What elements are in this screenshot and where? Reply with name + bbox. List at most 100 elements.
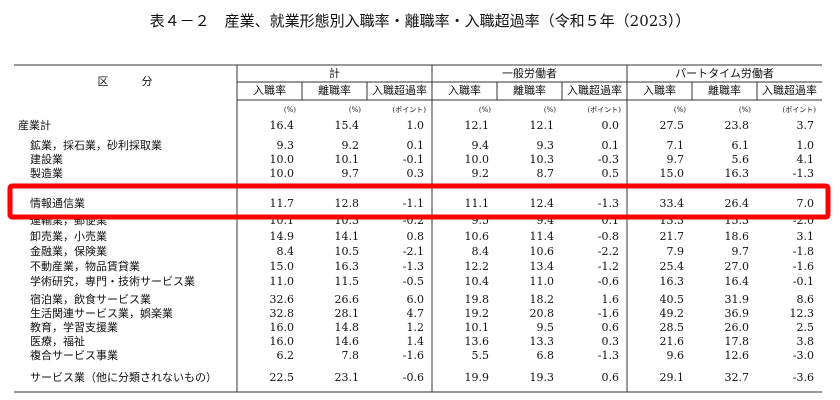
cell-value: -1.3 <box>403 260 424 273</box>
cell-value: 13.4 <box>530 260 555 273</box>
cell-value: 16.4 <box>725 275 750 288</box>
cell-value: 9.7 <box>732 245 750 258</box>
cell-value: 4.7 <box>407 307 425 320</box>
row-label: 教育，学習支援業 <box>30 320 118 334</box>
group-header: 一般労働者 <box>502 66 557 80</box>
cell-value: 14.1 <box>335 230 360 243</box>
cell-value: 0.3 <box>407 167 425 180</box>
cell-value: 10.0 <box>270 153 295 166</box>
cell-value: -0.3 <box>598 153 619 166</box>
column-header: 入職超過率 <box>567 83 622 97</box>
cell-value: 7.8 <box>342 349 360 362</box>
cell-value: 5.6 <box>732 153 750 166</box>
cell-value: 14.8 <box>335 321 360 334</box>
cell-value: 12.2 <box>465 260 490 273</box>
cell-value: 16.0 <box>270 335 295 348</box>
cell-value: 18.2 <box>530 293 555 306</box>
cell-value: 21.6 <box>660 335 685 348</box>
cell-value: 9.4 <box>472 139 490 152</box>
cell-value: 0.1 <box>407 139 425 152</box>
unit-label: (%) <box>284 106 296 114</box>
cell-value: 11.0 <box>530 275 555 288</box>
cell-value: 20.8 <box>530 307 555 320</box>
unit-label: (ポイント) <box>783 106 817 114</box>
cell-value: 3.1 <box>797 230 815 243</box>
cell-value: 9.3 <box>537 139 555 152</box>
cell-value: 14.9 <box>270 230 295 243</box>
cell-value: 8.4 <box>472 245 490 258</box>
cell-value: 17.8 <box>725 335 750 348</box>
cell-value: -1.6 <box>598 307 619 320</box>
cell-value: -1.6 <box>793 260 814 273</box>
cell-value: 27.5 <box>660 119 685 132</box>
column-header: 離職率 <box>708 83 741 97</box>
cell-value: 9.2 <box>472 167 490 180</box>
cell-value: 12.1 <box>465 119 490 132</box>
unit-label: (%) <box>479 106 491 114</box>
cell-value: 9.6 <box>667 349 685 362</box>
cell-value: 15.0 <box>660 167 685 180</box>
cell-value: 1.6 <box>602 293 620 306</box>
cell-value: 13.3 <box>530 335 555 348</box>
cell-value: 12.8 <box>335 197 360 210</box>
cell-value: 7.0 <box>797 197 815 210</box>
cell-value: 10.1 <box>335 153 360 166</box>
cell-value: -2.2 <box>598 245 619 258</box>
cell-value: 6.8 <box>537 349 555 362</box>
cell-value: -0.1 <box>793 275 814 288</box>
table-title: 表４－２ 産業、就業形態別入職率・離職率・入職超過率（令和５年（2023）） <box>150 12 691 30</box>
cell-value: 6.2 <box>277 349 295 362</box>
cell-value: -0.8 <box>598 230 619 243</box>
cell-value: 11.1 <box>465 197 490 210</box>
cell-value: 33.4 <box>660 197 685 210</box>
unit-label: (%) <box>349 106 361 114</box>
cell-value: 6.0 <box>407 293 425 306</box>
row-label: 卸売業，小売業 <box>30 229 107 243</box>
cell-value: -1.2 <box>598 260 619 273</box>
cell-value: -3.0 <box>793 349 814 362</box>
row-header: 区 分 <box>98 75 153 88</box>
cell-value: 9.3 <box>277 139 295 152</box>
cell-value: 19.8 <box>465 293 490 306</box>
unit-label: (%) <box>544 106 556 114</box>
cell-value: 49.2 <box>660 307 685 320</box>
cell-value: 10.3 <box>530 153 555 166</box>
cell-value: 19.3 <box>530 371 555 384</box>
cell-value: 23.8 <box>725 119 750 132</box>
unit-label: (%) <box>674 106 686 114</box>
cell-value: 1.2 <box>407 321 425 334</box>
cell-value: 1.0 <box>797 139 815 152</box>
cell-value: 25.4 <box>660 260 685 273</box>
cell-value: 8.4 <box>277 245 295 258</box>
cell-value: -0.6 <box>403 371 424 384</box>
cell-value: 1.4 <box>407 335 425 348</box>
column-header: 入職超過率 <box>762 83 817 97</box>
cell-value: 3.8 <box>797 335 815 348</box>
cell-value: 3.7 <box>797 119 815 132</box>
cell-value: 9.7 <box>342 167 360 180</box>
cell-value: 10.1 <box>465 321 490 334</box>
cell-value: 19.2 <box>465 307 490 320</box>
cell-value: 14.6 <box>335 335 360 348</box>
cell-value: 4.1 <box>797 153 815 166</box>
cell-value: 7.1 <box>667 139 685 152</box>
row-label: 建設業 <box>30 152 63 166</box>
cell-value: 1.0 <box>407 119 425 132</box>
cell-value: 29.1 <box>660 371 685 384</box>
cell-value: -1.3 <box>598 349 619 362</box>
cell-value: 11.0 <box>270 275 295 288</box>
cell-value: 40.5 <box>660 293 685 306</box>
column-header: 入職率 <box>643 83 676 97</box>
cell-value: 19.9 <box>465 371 490 384</box>
cell-value: 5.5 <box>472 349 490 362</box>
column-header: 離職率 <box>513 83 546 97</box>
row-label: 情報通信業 <box>30 197 85 210</box>
cell-value: 0.5 <box>602 167 620 180</box>
column-header: 入職率 <box>253 83 286 97</box>
cell-value: 22.5 <box>270 371 295 384</box>
cell-value: 6.1 <box>732 139 750 152</box>
cell-value: -1.3 <box>793 167 814 180</box>
cell-value: -0.1 <box>403 153 424 166</box>
row-label: 製造業 <box>30 166 63 180</box>
cell-value: 15.0 <box>270 260 295 273</box>
